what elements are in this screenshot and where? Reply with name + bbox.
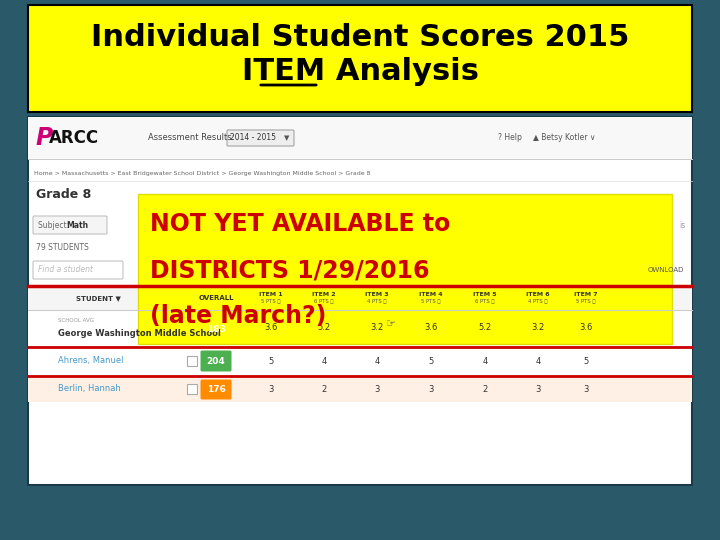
Text: ITEM 3: ITEM 3 bbox=[365, 292, 389, 296]
Text: 5.2: 5.2 bbox=[478, 323, 492, 333]
FancyBboxPatch shape bbox=[227, 130, 294, 146]
Text: ? Help: ? Help bbox=[498, 133, 522, 143]
Text: 5 PTS ⓘ: 5 PTS ⓘ bbox=[421, 299, 441, 303]
Text: Assessment Results:: Assessment Results: bbox=[148, 133, 235, 143]
Text: 176: 176 bbox=[207, 386, 225, 395]
Text: 4: 4 bbox=[482, 356, 487, 366]
Text: 4: 4 bbox=[374, 356, 379, 366]
Text: 4 PTS ⓘ: 4 PTS ⓘ bbox=[367, 299, 387, 303]
Text: OWNLOAD: OWNLOAD bbox=[647, 267, 684, 273]
FancyBboxPatch shape bbox=[28, 5, 692, 112]
FancyBboxPatch shape bbox=[33, 261, 123, 279]
FancyBboxPatch shape bbox=[28, 117, 692, 485]
Text: NOT YET AVAILABLE to: NOT YET AVAILABLE to bbox=[150, 212, 451, 236]
Text: ITEM 2: ITEM 2 bbox=[312, 292, 336, 296]
Text: 5: 5 bbox=[428, 356, 433, 366]
FancyBboxPatch shape bbox=[28, 310, 692, 346]
Text: 3: 3 bbox=[428, 384, 433, 394]
Text: 2014 - 2015: 2014 - 2015 bbox=[230, 133, 276, 143]
FancyBboxPatch shape bbox=[187, 384, 197, 394]
Text: 3: 3 bbox=[269, 384, 274, 394]
Text: (late March?): (late March?) bbox=[150, 304, 326, 328]
Text: 5: 5 bbox=[269, 356, 274, 366]
Text: 4: 4 bbox=[536, 356, 541, 366]
FancyBboxPatch shape bbox=[138, 194, 672, 344]
Text: 5 PTS ⓘ: 5 PTS ⓘ bbox=[576, 299, 595, 303]
FancyBboxPatch shape bbox=[200, 350, 232, 372]
Text: Individual Student Scores 2015: Individual Student Scores 2015 bbox=[91, 23, 629, 51]
Text: DISTRICTS 1/29/2016: DISTRICTS 1/29/2016 bbox=[150, 258, 430, 282]
Text: 204: 204 bbox=[207, 356, 225, 366]
Text: ITEM 1: ITEM 1 bbox=[259, 292, 283, 296]
FancyBboxPatch shape bbox=[200, 380, 232, 400]
Text: SCHOOL AVG: SCHOOL AVG bbox=[58, 318, 94, 322]
Text: 79 STUDENTS: 79 STUDENTS bbox=[36, 242, 89, 252]
Text: 2: 2 bbox=[482, 384, 487, 394]
FancyBboxPatch shape bbox=[28, 347, 692, 375]
Text: 6 PTS ⓘ: 6 PTS ⓘ bbox=[475, 299, 495, 303]
Text: ITEM 5: ITEM 5 bbox=[473, 292, 497, 296]
Text: George Washington Middle School: George Washington Middle School bbox=[58, 329, 221, 339]
Text: 5 PTS ⓘ: 5 PTS ⓘ bbox=[261, 299, 281, 303]
Text: Grade 8: Grade 8 bbox=[36, 187, 91, 200]
Text: ▼: ▼ bbox=[284, 135, 289, 141]
Text: STUDENT ▼: STUDENT ▼ bbox=[76, 295, 120, 301]
Text: ITEM 4: ITEM 4 bbox=[419, 292, 443, 296]
Text: is: is bbox=[680, 220, 686, 230]
Text: ITEM 7: ITEM 7 bbox=[574, 292, 598, 296]
Text: 6 PTS ⓘ: 6 PTS ⓘ bbox=[314, 299, 334, 303]
Text: 4: 4 bbox=[321, 356, 327, 366]
Text: ▲ Betsy Kotler ∨: ▲ Betsy Kotler ∨ bbox=[533, 133, 595, 143]
Text: 2: 2 bbox=[321, 384, 327, 394]
Text: 3.2: 3.2 bbox=[531, 323, 544, 333]
FancyBboxPatch shape bbox=[28, 286, 692, 310]
Text: 3.6: 3.6 bbox=[580, 323, 593, 333]
Text: P: P bbox=[36, 126, 53, 150]
FancyBboxPatch shape bbox=[355, 287, 399, 309]
Text: A: A bbox=[36, 128, 54, 152]
FancyBboxPatch shape bbox=[33, 216, 107, 234]
FancyBboxPatch shape bbox=[187, 356, 197, 366]
Text: ☞: ☞ bbox=[386, 319, 396, 329]
Text: Math: Math bbox=[66, 220, 88, 230]
Text: 3: 3 bbox=[535, 384, 541, 394]
Text: 3: 3 bbox=[374, 384, 379, 394]
Text: Berlin, Hannah: Berlin, Hannah bbox=[58, 384, 121, 394]
Text: OVERALL: OVERALL bbox=[198, 295, 234, 301]
Text: Home > Massachusetts > East Bridgewater School District > George Washington Midd: Home > Massachusetts > East Bridgewater … bbox=[34, 171, 371, 176]
Text: 5.2: 5.2 bbox=[318, 323, 330, 333]
Text: ITEM 6: ITEM 6 bbox=[526, 292, 550, 296]
Text: 3.6: 3.6 bbox=[264, 323, 278, 333]
Text: 3.6: 3.6 bbox=[424, 323, 438, 333]
FancyBboxPatch shape bbox=[28, 117, 692, 159]
Text: 183: 183 bbox=[207, 325, 225, 334]
Text: 5: 5 bbox=[583, 356, 589, 366]
FancyBboxPatch shape bbox=[28, 376, 692, 402]
Text: 3: 3 bbox=[583, 384, 589, 394]
Text: ARCC: ARCC bbox=[49, 129, 99, 147]
Text: 4 PTS ⓘ: 4 PTS ⓘ bbox=[528, 299, 548, 303]
Text: Subject:: Subject: bbox=[38, 220, 71, 230]
Text: ITEM Analysis: ITEM Analysis bbox=[241, 57, 479, 86]
FancyBboxPatch shape bbox=[199, 319, 233, 340]
Text: Find a student: Find a student bbox=[38, 266, 93, 274]
Text: 3.2: 3.2 bbox=[370, 323, 384, 333]
Text: Ahrens, Manuel: Ahrens, Manuel bbox=[58, 356, 124, 366]
